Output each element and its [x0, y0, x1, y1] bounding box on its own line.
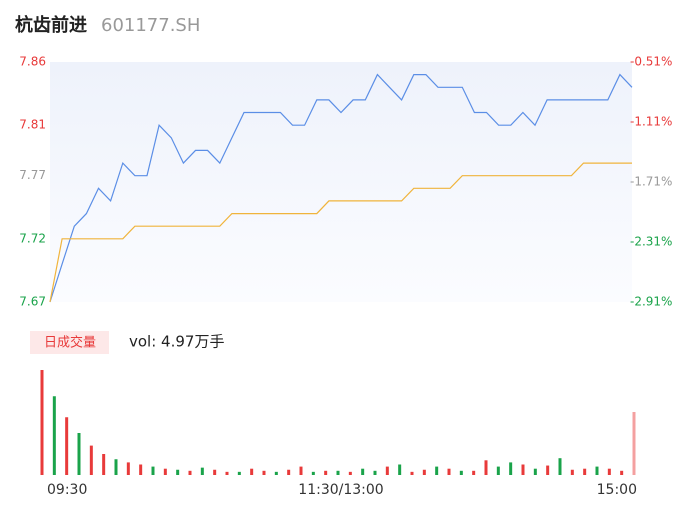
volume-bar	[200, 467, 204, 475]
x-tick-label: 09:30	[47, 482, 87, 498]
volume-bar	[188, 470, 192, 475]
volume-bar	[250, 468, 254, 475]
y2-tick-label: -2.91%	[630, 295, 672, 309]
volume-bar	[558, 458, 562, 475]
volume-bar	[348, 471, 352, 475]
volume-bar	[40, 370, 44, 475]
volume-bar	[336, 470, 340, 475]
volume-bar	[225, 471, 229, 475]
y2-tick-label: -1.11%	[630, 115, 672, 129]
volume-bar	[398, 464, 402, 475]
volume-bar	[102, 454, 106, 475]
volume-bar	[151, 466, 155, 475]
volume-bar	[311, 471, 315, 475]
volume-bar	[459, 470, 463, 475]
volume-bar	[163, 468, 167, 475]
plot-background	[50, 62, 632, 302]
volume-bar	[299, 466, 303, 475]
volume-bar	[484, 460, 488, 475]
volume-bar	[139, 464, 143, 475]
volume-bar	[632, 412, 636, 475]
volume-label: 日成交量	[44, 335, 96, 351]
volume-bar	[509, 462, 513, 475]
volume-summary: vol: 4.97万手	[129, 333, 224, 351]
y-tick-label: 7.77	[19, 168, 46, 182]
price-line	[49, 162, 632, 303]
volume-bar	[176, 469, 180, 475]
x-tick-label: 11:30/13:00	[298, 482, 383, 498]
stock-name: 杭齿前进	[15, 14, 87, 36]
volume-bar	[422, 469, 426, 475]
volume-bar	[570, 469, 574, 475]
volume-bar	[472, 470, 476, 475]
volume-bar	[274, 471, 278, 475]
volume-bar	[373, 470, 377, 475]
stock-code: 601177.SH	[101, 15, 200, 36]
volume-bar	[546, 465, 550, 475]
volume-bar	[435, 466, 439, 475]
volume-bar	[65, 417, 69, 475]
y2-tick-label: -0.51%	[630, 55, 672, 69]
volume-bar	[496, 466, 500, 475]
x-tick-label: 15:00	[597, 482, 637, 498]
volume-bar	[620, 470, 624, 475]
volume-bar	[521, 464, 525, 475]
volume-bar	[410, 471, 414, 475]
volume-bar	[114, 459, 118, 475]
y-tick-label: 7.72	[19, 231, 46, 245]
y2-tick-label: -1.71%	[630, 175, 672, 189]
volume-bar	[447, 468, 451, 475]
volume-bar	[324, 470, 328, 475]
volume-bar	[213, 469, 217, 475]
y-tick-label: 7.67	[19, 295, 46, 309]
volume-bar	[237, 471, 241, 475]
volume-bar	[89, 445, 93, 475]
volume-bar	[77, 433, 81, 475]
volume-bar	[287, 469, 291, 475]
volume-bar	[583, 468, 587, 475]
volume-badge	[30, 331, 109, 354]
y2-tick-label: -2.31%	[630, 235, 672, 249]
volume-bar	[607, 468, 611, 475]
price-line	[49, 73, 633, 303]
volume-bar	[126, 462, 130, 475]
volume-bar	[52, 396, 56, 475]
volume-bar	[361, 468, 365, 475]
y-tick-label: 7.86	[19, 55, 46, 69]
volume-bar	[385, 466, 389, 475]
volume-bar	[262, 470, 266, 475]
volume-bar	[533, 468, 537, 475]
y-tick-label: 7.81	[19, 118, 46, 132]
volume-bar	[595, 466, 599, 475]
